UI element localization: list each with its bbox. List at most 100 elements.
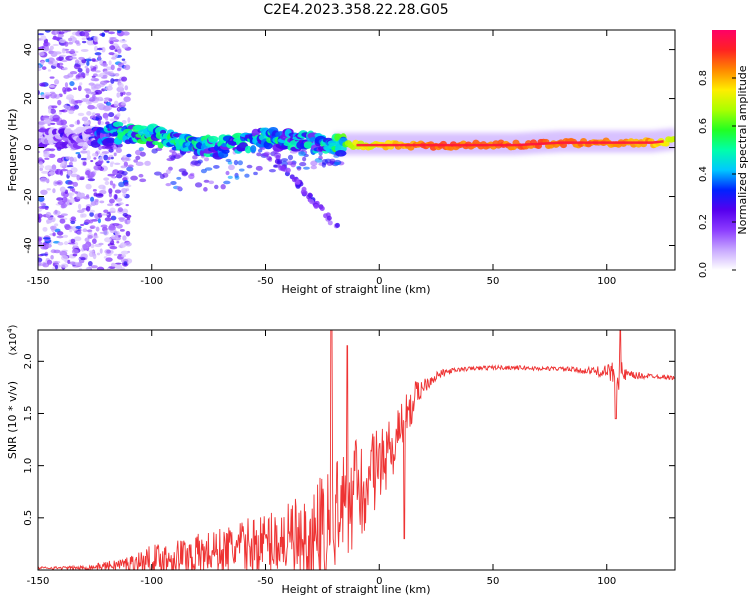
- spectrogram-speckle: [68, 37, 73, 42]
- spectrogram-speckle: [208, 180, 215, 185]
- spectrogram-speckle: [59, 54, 66, 57]
- spectrogram-speckle: [47, 60, 54, 65]
- spectrogram-speckle: [122, 192, 127, 197]
- spectrogram-speckle: [203, 157, 210, 162]
- spectrogram-speckle: [52, 188, 56, 194]
- spectrogram-speckle: [42, 47, 50, 52]
- spectrogram-speckle: [81, 213, 87, 218]
- colorbar-tick-label: 0.2: [698, 214, 709, 230]
- spectrogram-speckle: [96, 252, 101, 256]
- spectrogram-speckle: [115, 262, 122, 265]
- spectrogram-speckle: [223, 180, 231, 185]
- spectrogram-branch: [295, 179, 301, 185]
- spectrogram-speckle: [90, 243, 95, 249]
- spectrogram-speckle: [121, 170, 128, 176]
- spectrogram-speckle: [48, 108, 52, 114]
- spectrogram-speckle: [103, 256, 108, 259]
- spectrogram-speckle: [57, 99, 62, 106]
- spectrogram-speckle: [53, 249, 61, 254]
- spectrogram-ridge-blob: [335, 150, 347, 157]
- spectrogram-branch: [295, 183, 301, 189]
- spectrogram-speckle: [100, 224, 108, 228]
- spectrogram-speckle: [87, 235, 93, 240]
- spectrogram-speckle: [71, 188, 76, 193]
- spectrogram-speckle: [74, 191, 79, 194]
- spectrogram-speckle: [110, 78, 115, 84]
- spectrogram-speckle: [79, 82, 83, 86]
- spectrogram-speckle: [48, 171, 56, 176]
- spectrogram-speckle: [42, 226, 48, 232]
- spectrogram-speckle: [287, 154, 294, 161]
- spectrogram-speckle: [73, 236, 82, 242]
- spectrogram-speckle: [90, 201, 97, 206]
- spectrogram-speckle: [227, 175, 233, 179]
- spectrogram-speckle: [91, 75, 96, 78]
- spectrogram-speckle: [68, 41, 73, 45]
- spectrogram-speckle: [120, 165, 127, 169]
- spectrogram-core-line: [356, 140, 664, 147]
- spectrogram-speckle: [114, 189, 122, 194]
- spectrogram-speckle: [123, 181, 129, 187]
- spectrogram-speckle: [117, 92, 121, 97]
- spectrogram-speckle: [46, 220, 50, 225]
- spectrogram-speckle: [116, 240, 120, 244]
- spectrogram-speckle: [85, 205, 91, 212]
- spectrogram-speckle: [108, 224, 116, 231]
- spectrogram-speckle: [72, 181, 79, 187]
- spectrogram-speckle: [106, 160, 110, 164]
- spectrogram-speckle: [56, 197, 64, 201]
- spectrogram-speckle: [109, 180, 114, 186]
- spectrogram-speckle: [123, 64, 131, 71]
- spectrogram-speckle: [85, 183, 92, 190]
- spectrogram-speckle: [49, 148, 56, 151]
- spectrogram-speckle: [127, 164, 134, 168]
- snr-line: [38, 330, 675, 570]
- spectrogram-speckle: [280, 158, 289, 162]
- spectrogram-speckle: [200, 168, 207, 174]
- spectrogram-speckle: [107, 173, 116, 177]
- spectrogram-speckle: [321, 162, 327, 168]
- spectrogram-speckle: [106, 249, 111, 254]
- spectrogram-speckle: [58, 109, 66, 112]
- snr-panel: -150 -100 -50 0 50 100 0.5 1.0 1.5 2.0 Height of…: [6, 324, 676, 596]
- spectrogram-speckle: [77, 112, 85, 117]
- spectrogram-speckle: [72, 53, 77, 57]
- spectrogram-speckle: [82, 161, 87, 166]
- spectrogram-speckle: [118, 181, 125, 188]
- spectrogram-speckle: [246, 164, 253, 169]
- spectrogram-speckle: [93, 192, 98, 197]
- spectrogram-speckle: [135, 161, 144, 167]
- spectrogram-speckle: [123, 96, 131, 102]
- spectrogram-speckle: [107, 156, 111, 160]
- spectrogram-speckle: [90, 160, 94, 163]
- spectrogram-speckle: [52, 43, 59, 47]
- spectrogram-speckle: [113, 152, 117, 157]
- spectrogram-branch: [285, 167, 291, 173]
- colorbar: 0.0 0.2 0.4 0.6 0.8 Normalized spectral ampl…: [698, 30, 749, 278]
- spectrogram-speckle: [80, 48, 89, 52]
- spectrogram-ridge-blob: [670, 136, 675, 143]
- spectrogram-speckle: [253, 171, 258, 176]
- spectrogram-speckle: [41, 66, 47, 70]
- spectrogram-speckle: [130, 175, 138, 181]
- spectrogram-speckle: [47, 216, 53, 221]
- spectrogram-speckle: [123, 261, 128, 266]
- spectrogram-speckle: [69, 56, 77, 60]
- spectrogram-speckle: [40, 35, 47, 41]
- spectrogram-speckle: [93, 165, 102, 171]
- spectrogram-speckle: [228, 164, 235, 171]
- spectrogram-ridge-blob: [112, 121, 124, 128]
- spectrogram-speckle: [85, 67, 90, 74]
- spectrogram-speckle: [86, 111, 92, 116]
- spectrogram-speckle: [77, 72, 86, 77]
- chart-title: C2E4.2023.358.22.28.G05: [263, 2, 448, 18]
- spectrogram-speckle: [45, 58, 50, 63]
- snr-x-tick-label: -50: [257, 576, 273, 587]
- spectrogram-speckle: [90, 65, 94, 69]
- spectrogram-speckle: [40, 246, 47, 250]
- spectrogram-speckle: [105, 72, 112, 75]
- spectrogram-speckle: [44, 157, 50, 160]
- spectrogram-speckle: [192, 155, 198, 160]
- spectrogram-speckle: [59, 250, 68, 257]
